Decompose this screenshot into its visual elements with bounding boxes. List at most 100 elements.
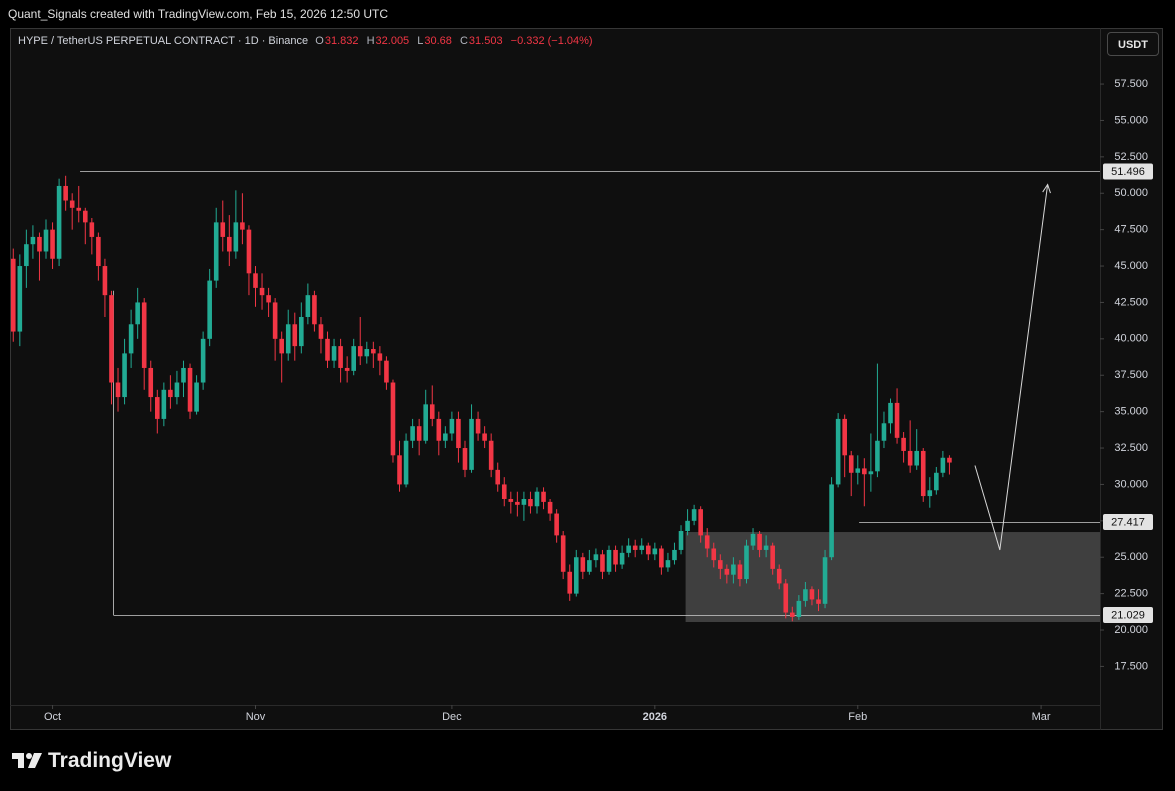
currency-button[interactable]: USDT	[1107, 32, 1159, 56]
candle-body	[698, 509, 703, 536]
candle-body	[842, 418, 847, 456]
candle-body	[711, 548, 717, 561]
candle-body	[50, 229, 55, 259]
candle-body	[102, 266, 108, 296]
candle-body	[803, 589, 808, 601]
candle-body	[344, 367, 350, 371]
candle-body	[547, 501, 553, 514]
candle-body	[501, 484, 507, 499]
candle-body	[122, 353, 127, 398]
candle-body	[724, 568, 730, 575]
y-tick-label: 47.500	[1114, 224, 1148, 236]
candle-body	[246, 229, 252, 274]
candle-body	[128, 324, 134, 354]
candle-body	[835, 418, 841, 485]
candle-body	[364, 349, 370, 357]
attribution: Quant_Signals created with TradingView.c…	[8, 7, 388, 21]
candle-body	[901, 437, 906, 451]
x-tick-label: Mar	[1032, 711, 1051, 723]
candle-body	[403, 440, 409, 485]
candle-body	[318, 324, 324, 339]
candle-body	[600, 554, 605, 572]
candle-body	[266, 295, 271, 303]
candle-body	[541, 491, 546, 502]
candle-body	[934, 472, 939, 491]
y-tick-label: 42.500	[1114, 296, 1148, 308]
candle-body	[312, 295, 317, 325]
y-tick-label: 32.500	[1114, 442, 1148, 454]
legend-header: HYPE / TetherUS PERPETUAL CONTRACT · 1D …	[18, 35, 598, 47]
brand-name: TradingView	[48, 749, 172, 772]
candle-body	[436, 418, 442, 441]
candle-body	[24, 244, 29, 267]
y-tick-label: 52.500	[1114, 151, 1148, 163]
x-tick-label: Dec	[442, 711, 462, 723]
candle-body	[927, 490, 933, 497]
candle-body	[240, 222, 245, 230]
candle-body	[894, 402, 900, 438]
candle-body	[750, 533, 756, 546]
candle-body	[593, 554, 599, 561]
candle-body	[770, 545, 775, 569]
candle-body	[619, 552, 625, 565]
x-tick-label: 2026	[643, 711, 667, 723]
candle-body	[82, 210, 88, 223]
ohlc-value: 31.832	[324, 35, 359, 47]
candle-body	[443, 433, 448, 441]
candle-body	[76, 207, 82, 211]
candle-body	[718, 560, 723, 569]
candle-body	[528, 498, 533, 507]
candle-body	[384, 360, 389, 383]
candle-body	[907, 450, 913, 466]
candle-body	[881, 423, 887, 441]
candle-body	[947, 457, 952, 463]
candle-body	[796, 600, 802, 617]
candle-body	[763, 545, 769, 550]
ohlc-prefix: H	[366, 35, 375, 47]
candle-body	[587, 560, 592, 572]
candle-body	[253, 273, 258, 288]
candle-body	[659, 548, 664, 568]
candle-body	[279, 338, 284, 354]
candle-body	[285, 324, 291, 354]
candle-body	[665, 560, 671, 568]
candle-body	[292, 324, 298, 347]
candle-body	[888, 402, 893, 424]
candle-body	[580, 557, 586, 572]
candle-body	[371, 349, 376, 354]
candle-body	[456, 418, 461, 449]
y-tick-label: 55.000	[1114, 114, 1148, 126]
candle-body	[652, 548, 658, 555]
tv-logo	[12, 753, 42, 768]
x-tick-label: Oct	[44, 711, 61, 723]
candle-body	[174, 382, 180, 398]
ohlc-prefix: C	[459, 35, 468, 47]
candle-body	[685, 520, 690, 532]
candle-body	[233, 222, 239, 252]
candle-body	[626, 545, 631, 553]
candle-body	[200, 338, 206, 383]
candle-body	[10, 258, 16, 332]
demand-zone	[685, 532, 1100, 623]
candle-body	[495, 469, 501, 485]
candle-body	[17, 266, 23, 332]
candle-body	[757, 533, 762, 550]
candle-body	[482, 433, 487, 441]
candle-body	[829, 484, 834, 558]
candle-body	[475, 418, 481, 434]
candle-body	[567, 571, 573, 594]
y-tick-label: 30.000	[1114, 478, 1148, 490]
y-tick-label: 40.000	[1114, 333, 1148, 345]
candle-body	[731, 564, 736, 575]
candle-body	[148, 367, 154, 398]
candle-body	[181, 367, 186, 383]
level-label-box	[1103, 607, 1153, 624]
candle-body	[744, 545, 749, 580]
candle-body	[194, 382, 199, 412]
candle-body	[56, 185, 62, 259]
candle-body	[168, 389, 173, 398]
candle-body	[914, 450, 919, 466]
candle-body	[96, 236, 101, 267]
candle-body	[154, 397, 160, 419]
